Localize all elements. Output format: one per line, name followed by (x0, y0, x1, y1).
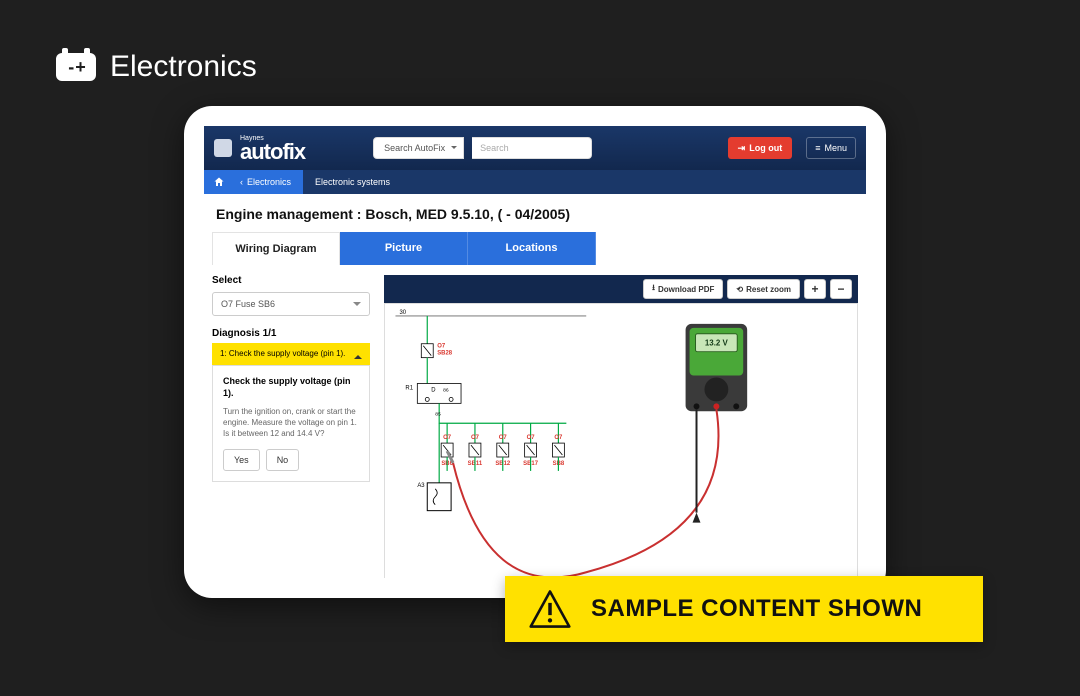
breadcrumb-back-label: Electronics (247, 177, 291, 187)
accordion-step-1[interactable]: 1: Check the supply voltage (pin 1). (212, 343, 370, 365)
reset-icon: ⟲ (736, 285, 743, 294)
content-row: Select O7 Fuse SB6 Diagnosis 1/1 1: Chec… (212, 265, 858, 578)
category-header: - + Electronics (56, 50, 257, 84)
logout-icon: ⇥ (738, 143, 746, 154)
svg-text:86: 86 (443, 387, 449, 393)
diagnosis-title: Check the supply voltage (pin 1). (223, 376, 359, 399)
breadcrumb-current[interactable]: Electronic systems (303, 170, 402, 194)
tablet-frame: Haynes autofix Search AutoFix Search ⇥ L… (184, 106, 886, 598)
svg-text:O7: O7 (437, 344, 446, 350)
svg-text:D: D (431, 387, 436, 393)
download-pdf-button[interactable]: ⭳ Download PDF (643, 279, 723, 299)
home-button[interactable] (204, 170, 234, 194)
svg-text:O7: O7 (527, 435, 536, 441)
topbar: Haynes autofix Search AutoFix Search ⇥ L… (204, 126, 866, 170)
select-label: Select (212, 275, 370, 286)
page-title: Engine management : Bosch, MED 9.5.10, (… (212, 194, 858, 232)
menu-button[interactable]: ≡ Menu (806, 137, 856, 159)
zoom-out-button[interactable]: − (830, 279, 852, 299)
download-icon: ⭳ (652, 282, 655, 296)
brand-block: Haynes autofix (240, 135, 305, 162)
search-input[interactable]: Search (472, 137, 592, 159)
reset-zoom-button[interactable]: ⟲ Reset zoom (727, 279, 800, 299)
svg-text:13.2 V: 13.2 V (705, 339, 729, 348)
logout-button[interactable]: ⇥ Log out (728, 137, 793, 159)
tabs: Wiring Diagram Picture Locations (212, 232, 858, 265)
search-scope-select[interactable]: Search AutoFix (373, 137, 464, 159)
sample-banner: SAMPLE CONTENT SHOWN (505, 576, 983, 642)
multimeter-icon: 13.2 V (686, 324, 748, 411)
svg-text:30: 30 (399, 310, 406, 316)
brand-icon (214, 139, 232, 157)
svg-text:O7: O7 (554, 435, 563, 441)
menu-icon: ≡ (815, 143, 820, 153)
tab-locations[interactable]: Locations (468, 232, 596, 265)
home-icon (213, 176, 225, 188)
tab-picture[interactable]: Picture (340, 232, 468, 265)
no-button[interactable]: No (266, 449, 300, 471)
banner-text: SAMPLE CONTENT SHOWN (591, 595, 922, 623)
tab-wiring[interactable]: Wiring Diagram (212, 232, 340, 265)
reset-label: Reset zoom (746, 285, 791, 294)
app-screen: Haynes autofix Search AutoFix Search ⇥ L… (204, 126, 866, 578)
brand-big: autofix (240, 142, 305, 162)
chevron-left-icon: ‹ (240, 177, 243, 187)
svg-text:O7: O7 (471, 435, 480, 441)
breadcrumb: ‹ Electronics Electronic systems (204, 170, 866, 194)
wiring-svg: 30 O7 SB28 R1 D 86 (385, 304, 857, 578)
diagram-panel: ⭳ Download PDF ⟲ Reset zoom + − (384, 275, 858, 578)
yes-button[interactable]: Yes (223, 449, 260, 471)
svg-text:SB28: SB28 (437, 351, 453, 357)
battery-icon: - + (56, 53, 96, 81)
component-select[interactable]: O7 Fuse SB6 (212, 292, 370, 316)
diagnosis-text: Turn the ignition on, crank or start the… (223, 406, 359, 440)
menu-label: Menu (824, 143, 847, 153)
svg-text:85: 85 (435, 411, 441, 417)
svg-text:A3: A3 (417, 483, 425, 489)
wiring-canvas[interactable]: 30 O7 SB28 R1 D 86 (384, 303, 858, 578)
svg-text:R1: R1 (405, 385, 413, 391)
diagnosis-counter: Diagnosis 1/1 (212, 328, 370, 339)
breadcrumb-back[interactable]: ‹ Electronics (234, 170, 303, 194)
diagnosis-sidebar: Select O7 Fuse SB6 Diagnosis 1/1 1: Chec… (212, 275, 370, 578)
zoom-in-button[interactable]: + (804, 279, 826, 299)
category-title: Electronics (110, 50, 257, 84)
svg-text:O7: O7 (443, 435, 452, 441)
diagnosis-panel: Check the supply voltage (pin 1). Turn t… (212, 365, 370, 482)
download-label: Download PDF (658, 285, 714, 294)
diagram-toolbar: ⭳ Download PDF ⟲ Reset zoom + − (384, 275, 858, 303)
logout-label: Log out (749, 143, 782, 153)
svg-text:O7: O7 (499, 435, 508, 441)
warning-icon (529, 588, 571, 630)
